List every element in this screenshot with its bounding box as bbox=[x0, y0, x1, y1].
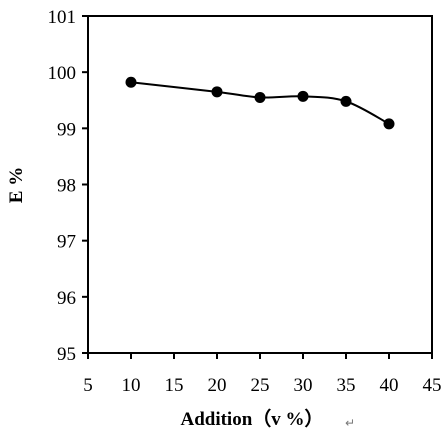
x-tick-label: 20 bbox=[208, 375, 227, 396]
y-axis-tick-labels: 95 96 97 98 99 100 101 bbox=[48, 7, 77, 365]
x-tick-label: 25 bbox=[251, 375, 270, 396]
y-tick-label: 100 bbox=[48, 63, 77, 84]
data-point bbox=[125, 76, 137, 88]
data-point bbox=[383, 118, 395, 130]
x-axis-tick-labels: 5 10 15 20 25 30 35 40 45 bbox=[83, 375, 441, 396]
x-tick-label: 45 bbox=[423, 375, 442, 396]
trailing-return-mark: ↵ bbox=[345, 416, 355, 430]
data-point bbox=[297, 90, 309, 102]
y-tick-label: 98 bbox=[57, 176, 76, 197]
data-point bbox=[254, 91, 266, 103]
x-tick-label: 30 bbox=[294, 375, 313, 396]
x-tick-label: 15 bbox=[165, 375, 184, 396]
y-tick-label: 97 bbox=[57, 232, 76, 253]
x-tick-label: 35 bbox=[337, 375, 356, 396]
plot-frame bbox=[87, 15, 433, 354]
data-points bbox=[125, 76, 395, 130]
x-axis-title: Addition（v %） bbox=[180, 407, 323, 430]
x-tick-label: 40 bbox=[380, 375, 399, 396]
data-point bbox=[340, 95, 352, 107]
y-tick-label: 101 bbox=[48, 7, 77, 28]
y-tick-label: 99 bbox=[57, 119, 76, 140]
y-axis-title: E % bbox=[6, 167, 27, 203]
x-tick-label: 5 bbox=[83, 375, 93, 396]
x-tick-label: 10 bbox=[122, 375, 141, 396]
y-tick-label: 96 bbox=[57, 288, 76, 309]
x-axis-ticks bbox=[87, 353, 433, 359]
y-axis-ticks bbox=[82, 15, 88, 354]
y-tick-label: 95 bbox=[57, 344, 76, 365]
data-point bbox=[211, 86, 223, 98]
